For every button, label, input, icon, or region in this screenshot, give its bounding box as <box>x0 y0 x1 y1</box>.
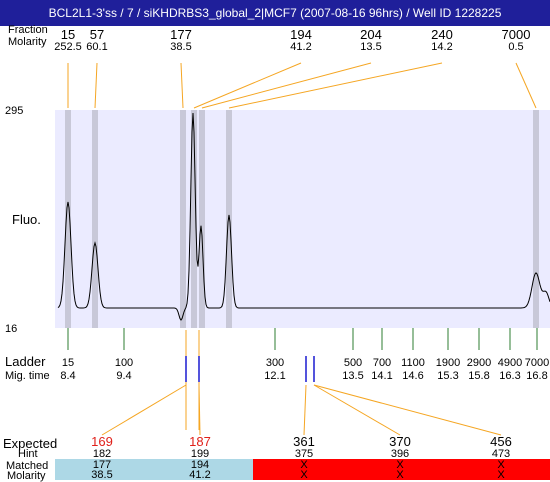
matched-band <box>55 459 253 480</box>
unmatched-band <box>253 459 550 480</box>
ladder-label: Ladder <box>5 354 46 369</box>
ladder-size: 700 <box>372 357 392 369</box>
expected-connector <box>101 384 187 436</box>
expected-size: 370 <box>389 434 411 449</box>
window-title: BCL2L1-3'ss / 7 / siKHDRBS3_global_2|MCF… <box>0 0 550 26</box>
ladder-mig-time: 14.6 <box>402 370 424 382</box>
fluo-axis-label: Fluo. <box>12 212 41 227</box>
matched-size: X <box>300 459 308 471</box>
ladder-mig-time: 15.3 <box>437 370 459 382</box>
matched-molarity: X <box>300 469 308 481</box>
hint-size: 375 <box>294 448 314 460</box>
peak-size: 204 <box>360 27 382 42</box>
matched-molarity: X <box>396 469 404 481</box>
peak-connector <box>515 62 537 109</box>
y-min-label: 16 <box>5 323 18 335</box>
y-max-label: 295 <box>5 105 24 117</box>
expected-size: 456 <box>490 434 512 449</box>
peak-band <box>92 110 98 328</box>
expected-connector <box>313 384 401 436</box>
ladder-mig-time: 12.1 <box>264 370 286 382</box>
ladder-size: 1900 <box>435 357 461 369</box>
hint-size: 182 <box>92 448 112 460</box>
peak-connector <box>94 62 98 109</box>
peak-size: 240 <box>431 27 453 42</box>
fluorescence-trace <box>57 112 550 321</box>
matched-molarity: 38.5 <box>91 469 113 481</box>
peak-molarity: 38.5 <box>170 41 192 53</box>
ladder-mig-time: 15.8 <box>468 370 490 382</box>
peak-band <box>180 110 186 328</box>
peak-molarity: 41.2 <box>290 41 312 53</box>
peak-molarity: 13.5 <box>360 41 382 53</box>
expected-connector <box>313 384 502 436</box>
peak-band <box>226 110 232 328</box>
ladder-mig-time: 16.8 <box>526 370 548 382</box>
matched-molarity: 41.2 <box>189 469 211 481</box>
hint-size: 396 <box>390 448 410 460</box>
ladder-size: 500 <box>343 357 363 369</box>
hint-size: 473 <box>491 448 511 460</box>
ladder-mig-time: 13.5 <box>342 370 364 382</box>
expected-size: 187 <box>189 434 211 449</box>
peak-size: 7000 <box>501 27 531 42</box>
peak-band <box>65 110 71 328</box>
hint-label: Hint <box>18 448 38 460</box>
peak-molarity: 0.5 <box>508 41 524 53</box>
matched-size: 177 <box>92 459 112 471</box>
ladder-size: 300 <box>265 357 285 369</box>
ladder-size: 7000 <box>524 357 550 369</box>
peak-size: 15 <box>60 27 76 42</box>
ladder-size: 2900 <box>466 357 492 369</box>
matched-size: X <box>396 459 404 471</box>
ladder-mig-time: 9.4 <box>116 370 132 382</box>
ladder-size: 100 <box>114 357 134 369</box>
fraction-label: Fraction <box>8 24 48 36</box>
peak-band <box>199 110 205 328</box>
peak-band <box>533 110 539 328</box>
expected-size: 169 <box>91 434 113 449</box>
peak-size: 194 <box>290 27 312 42</box>
peak-connector <box>180 62 184 109</box>
molarity-bottom-label: Molarity <box>7 470 46 482</box>
expected-connector <box>303 384 307 436</box>
peak-size: 57 <box>89 27 105 42</box>
molarity-label: Molarity <box>8 36 47 48</box>
ladder-mig-time: 14.1 <box>371 370 393 382</box>
ladder-mig-time: 16.3 <box>499 370 521 382</box>
expected-label: Expected <box>3 436 58 451</box>
matched-size: X <box>497 459 505 471</box>
ladder-size: 4900 <box>497 357 523 369</box>
matched-label: Matched <box>6 460 49 472</box>
matched-molarity: X <box>497 469 505 481</box>
plot-area <box>55 110 550 328</box>
peak-connector <box>201 62 372 109</box>
peak-band <box>191 110 197 328</box>
ladder-mig-time: 8.4 <box>60 370 76 382</box>
peak-molarity: 14.2 <box>431 41 453 53</box>
matched-size: 194 <box>190 459 210 471</box>
mig-time-label: Mig. time <box>5 370 50 382</box>
ladder-size: 1100 <box>401 357 425 369</box>
hint-size: 199 <box>190 448 210 460</box>
peak-molarity: 252.5 <box>54 41 82 53</box>
expected-size: 361 <box>293 434 315 449</box>
peak-molarity: 60.1 <box>86 41 108 53</box>
peak-connector <box>193 62 302 109</box>
ladder-size: 15 <box>61 357 75 369</box>
peak-size: 177 <box>170 27 192 42</box>
peak-connector <box>228 62 443 109</box>
